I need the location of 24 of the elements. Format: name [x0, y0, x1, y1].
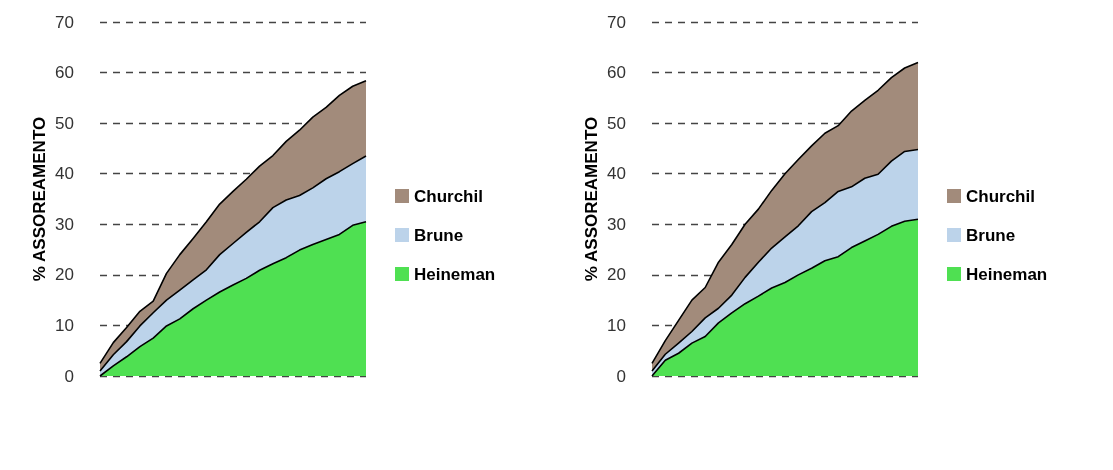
y-axis-title: % ASSOREAMENTO [582, 116, 601, 282]
y-tick-label: 30 [607, 214, 626, 234]
y-tick-label: 50 [55, 113, 74, 133]
y-tick-label: 20 [55, 265, 74, 285]
y-tick-label: 50 [607, 113, 626, 133]
y-tick-label: 10 [55, 315, 74, 335]
legend-label: Churchil [966, 186, 1035, 206]
y-tick-label: 40 [607, 164, 626, 184]
legend-label: Heineman [966, 264, 1048, 284]
legend-label: Heineman [414, 264, 496, 284]
y-tick-label: 0 [616, 366, 626, 386]
y-tick-label: 70 [607, 12, 626, 32]
y-tick-label: 60 [607, 63, 626, 83]
y-tick-label: 60 [55, 63, 74, 83]
y-tick-label: 70 [55, 12, 74, 32]
legend-label: Churchil [414, 186, 483, 206]
y-tick-label: 0 [64, 366, 74, 386]
y-axis-title: % ASSOREAMENTO [30, 116, 49, 282]
legend-label: Brune [966, 225, 1016, 245]
y-tick-label: 30 [55, 214, 74, 234]
legend-label: Brune [414, 225, 464, 245]
y-tick-label: 20 [607, 265, 626, 285]
y-tick-label: 40 [55, 164, 74, 184]
y-tick-label: 10 [607, 315, 626, 335]
